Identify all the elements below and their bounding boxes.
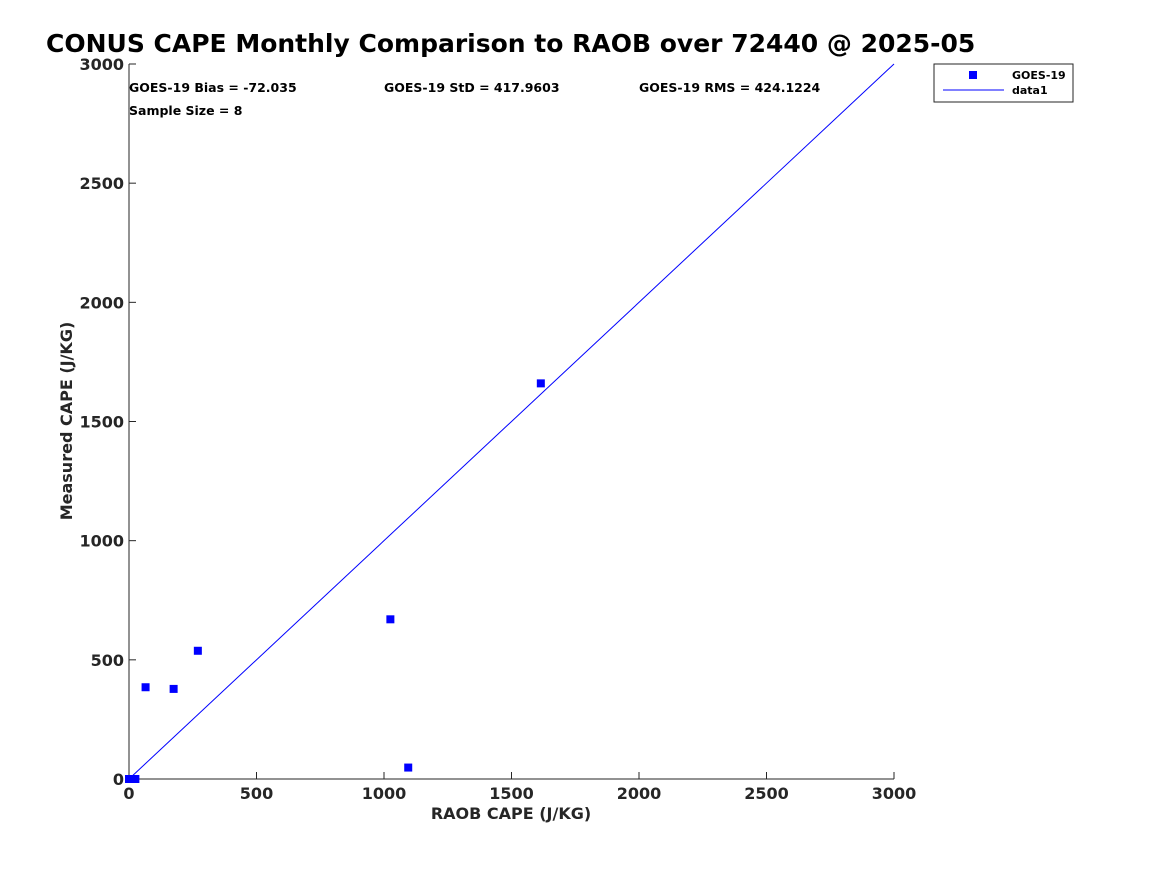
legend: GOES-19 data1 [933,63,1074,103]
scatter-point [404,763,413,772]
x-axis-label: RAOB CAPE (J/KG) [431,804,591,823]
x-tick-label: 3000 [872,784,917,803]
rms-annotation: GOES-19 RMS = 424.1224 [639,80,821,95]
scatter-point [386,615,395,624]
y-tick-label: 1000 [79,532,124,551]
x-tick-label: 0 [123,784,134,803]
x-tick-label: 2000 [617,784,662,803]
y-ticks: 0 500 1000 1500 2000 2500 3000 [79,55,136,789]
x-tick-label: 1000 [362,784,407,803]
scatter-point [193,646,202,655]
x-tick-label: 2500 [744,784,789,803]
reference-line-group [128,63,895,780]
x-ticks: 0 500 1000 1500 2000 2500 3000 [123,772,916,803]
y-tick-label: 500 [91,651,124,670]
scatter-point [141,683,150,692]
chart-title: CONUS CAPE Monthly Comparison to RAOB ov… [46,29,975,58]
y-tick-label: 2000 [79,293,124,312]
x-tick-label: 1500 [489,784,534,803]
y-tick-label: 2500 [79,174,124,193]
scatter-point [125,775,133,783]
legend-marker-goes19 [969,71,977,79]
scatter-point [169,684,178,693]
x-tick-label: 500 [240,784,273,803]
y-axis-label: Measured CAPE (J/KG) [57,322,76,521]
scatter-point [536,379,545,388]
legend-box [933,63,1074,103]
legend-label-data1: data1 [1012,84,1048,97]
y-tick-label: 1500 [79,413,124,432]
scatter-points-group [125,379,545,783]
sample-size-annotation: Sample Size = 8 [129,103,242,118]
std-annotation: GOES-19 StD = 417.9603 [384,80,560,95]
y-tick-label: 3000 [79,55,124,74]
legend-label-goes19: GOES-19 [1012,69,1066,82]
scatter-point [131,775,140,783]
y-tick-label: 0 [113,770,124,789]
series-line-data1 [128,63,895,780]
bias-annotation: GOES-19 Bias = -72.035 [129,80,297,95]
plot-area: 0 500 1000 1500 2000 2500 3000 0 500 1000 1500 200… [79,55,916,803]
